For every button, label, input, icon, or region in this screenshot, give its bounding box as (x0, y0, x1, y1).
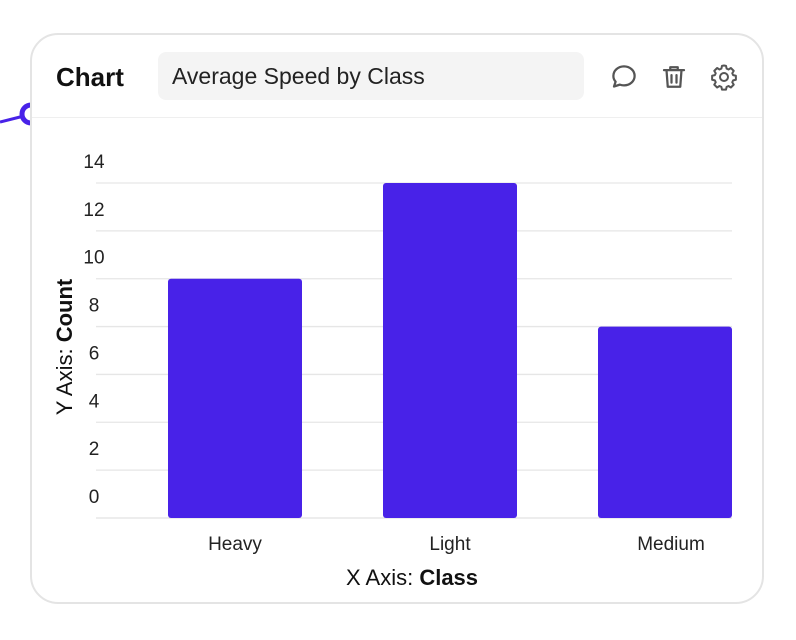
bar-medium[interactable] (598, 326, 732, 518)
x-axis-prefix: X Axis: (346, 565, 419, 590)
x-tick-label: Light (429, 534, 471, 555)
gear-icon (711, 64, 737, 91)
bars (168, 183, 732, 518)
chart-card: Chart 0 2 4 6 8 10 12 14 Heavy Light Medium X Axi… (30, 33, 764, 604)
comment-button[interactable] (606, 59, 642, 95)
y-tick-label: 6 (89, 343, 100, 364)
y-axis-title: Y Axis: Count (52, 278, 77, 415)
x-tick-labels: Heavy Light Medium (208, 534, 705, 555)
y-tick-label: 2 (89, 439, 100, 460)
y-tick-label: 10 (83, 248, 104, 269)
x-axis-title: X Axis: Class (346, 565, 478, 590)
trash-icon (662, 66, 686, 88)
settings-button[interactable] (706, 59, 742, 95)
card-header: Chart (32, 35, 762, 118)
y-axis-label: Count (52, 278, 77, 342)
chart-title-input[interactable] (158, 52, 584, 100)
x-tick-label: Medium (637, 534, 705, 555)
y-axis-prefix: Y Axis: (52, 342, 77, 415)
bar-light[interactable] (383, 183, 517, 518)
y-tick-label: 12 (83, 200, 104, 221)
speech-bubble-icon (612, 65, 636, 88)
y-tick-label: 8 (89, 296, 100, 317)
bar-heavy[interactable] (168, 278, 302, 518)
y-tick-labels: 0 2 4 6 8 10 12 14 (83, 152, 105, 508)
x-axis-label: Class (419, 565, 478, 590)
y-tick-label: 0 (89, 487, 100, 508)
bar-chart: 0 2 4 6 8 10 12 14 Heavy Light Medium X Axis: Cla… (52, 152, 732, 590)
delete-button[interactable] (656, 59, 692, 95)
y-tick-label: 14 (83, 152, 105, 173)
card-title: Chart (56, 62, 124, 92)
x-tick-label: Heavy (208, 534, 262, 555)
y-tick-label: 4 (89, 391, 100, 412)
